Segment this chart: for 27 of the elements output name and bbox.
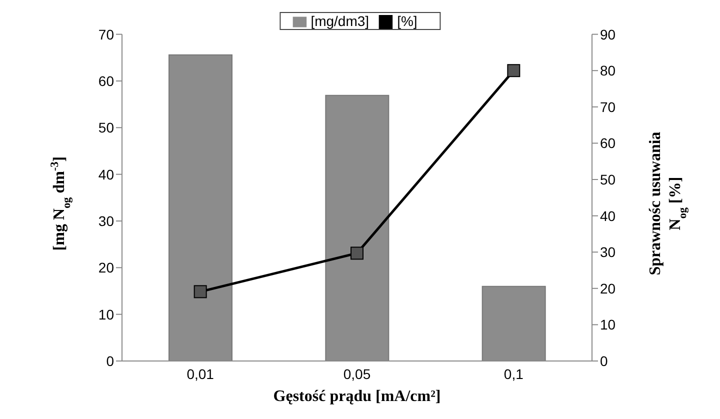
y2-tick-label: 70 bbox=[600, 98, 616, 115]
legend-label: [mg/dm3] bbox=[310, 13, 370, 29]
y2-tick-label: 60 bbox=[600, 135, 616, 152]
legend-label: [%] bbox=[397, 13, 418, 29]
y2-tick-label: 20 bbox=[600, 280, 616, 296]
y-tick-label: 40 bbox=[98, 166, 114, 182]
x-tick-label: 0,1 bbox=[504, 366, 524, 382]
y2-tick-label: 50 bbox=[600, 171, 616, 188]
y-tick-label: 0 bbox=[106, 352, 114, 369]
y-tick-label: 20 bbox=[98, 260, 114, 276]
x-tick-label: 0,05 bbox=[343, 366, 371, 382]
y2-tick-label: 90 bbox=[600, 26, 616, 42]
y-tick-label: 60 bbox=[98, 72, 114, 89]
y-tick-label: 10 bbox=[98, 306, 114, 322]
y-tick-label: 50 bbox=[98, 120, 114, 136]
point bbox=[507, 64, 520, 78]
y-tick-label: 30 bbox=[98, 212, 114, 229]
y2-tick-label: 40 bbox=[600, 208, 616, 224]
y2-tick-label: 80 bbox=[600, 62, 616, 79]
y2-tick-label: 10 bbox=[600, 316, 616, 333]
point bbox=[194, 285, 207, 298]
y2-tick-label: 0 bbox=[600, 352, 608, 369]
x-axis-title: Gęstość prądu [mA/cm²] bbox=[273, 388, 441, 405]
y2-tick-label: 30 bbox=[600, 244, 616, 260]
point bbox=[350, 246, 364, 260]
x-tick-label: 0,01 bbox=[186, 366, 214, 382]
y-tick-label: 70 bbox=[98, 26, 114, 42]
